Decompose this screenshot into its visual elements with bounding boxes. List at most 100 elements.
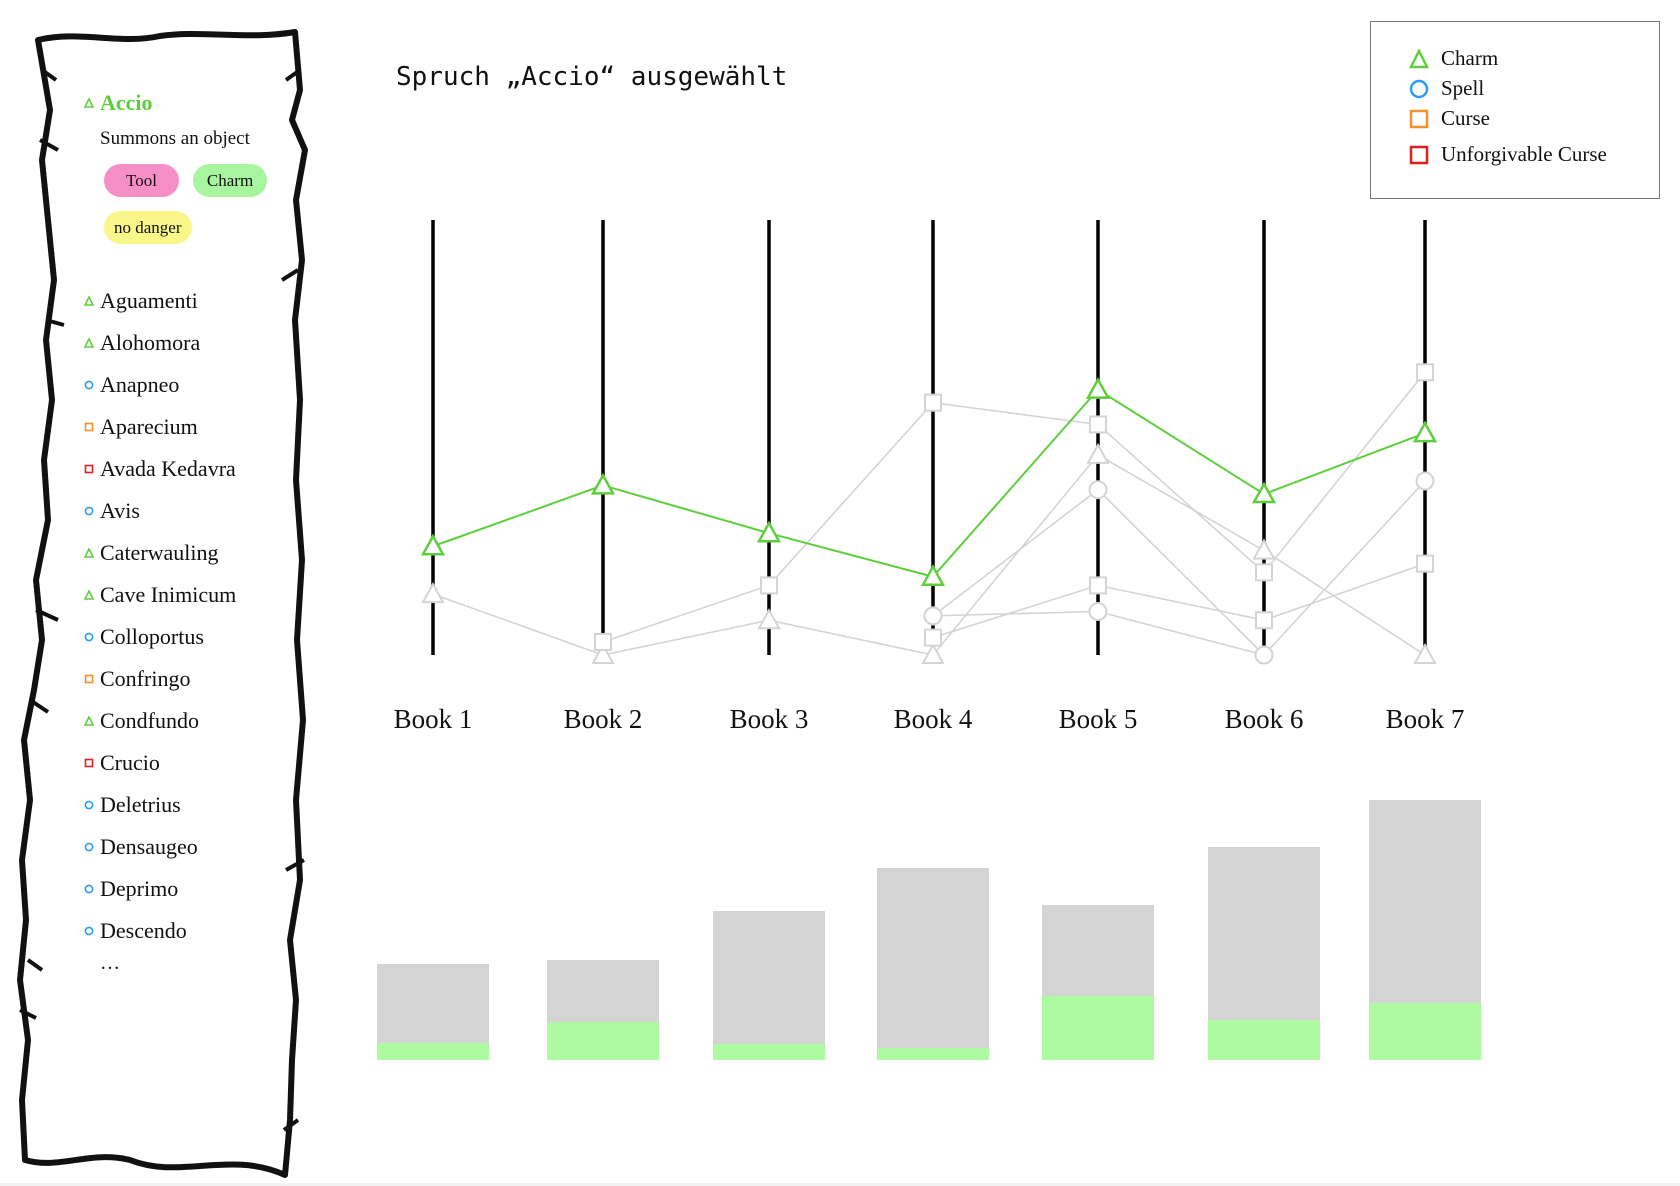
- charm-triangle-icon: [84, 296, 94, 306]
- selected-spell-name: Accio: [100, 90, 153, 115]
- spell-list-item-label: Densaugeo: [100, 834, 198, 859]
- data-point-triangle: [1412, 420, 1438, 443]
- unforgivable-square-icon: [84, 758, 94, 768]
- spell-list-item[interactable]: Cave Inimicum: [84, 574, 344, 616]
- bar-segment-other: [1369, 800, 1481, 1003]
- bar-segment-other: [547, 960, 659, 1022]
- charm-triangle-icon: [84, 338, 94, 348]
- bar-segment-highlighted: [1208, 1020, 1320, 1060]
- data-point-square: [1416, 363, 1434, 382]
- axis-label: Book 3: [730, 704, 809, 734]
- data-point-square: [1255, 611, 1273, 630]
- data-point-triangle: [1085, 377, 1111, 399]
- spell-circle-icon: [84, 842, 94, 852]
- bar-segment-highlighted: [1042, 996, 1154, 1060]
- data-point-triangle: [757, 608, 781, 630]
- axis-label: Book 2: [564, 704, 643, 734]
- spell-list-item[interactable]: Avada Kedavra: [84, 448, 344, 490]
- spell-list-item-label: Caterwauling: [100, 540, 219, 565]
- curse-square-icon: [84, 674, 94, 684]
- data-point-triangle: [756, 520, 782, 543]
- spell-list-item[interactable]: Aguamenti: [84, 280, 344, 322]
- spell-list-item[interactable]: Crucio: [84, 742, 344, 784]
- data-point-circle: [923, 606, 943, 626]
- spell-list-item-label: Avada Kedavra: [100, 456, 236, 481]
- bar-segment-other: [877, 868, 989, 1048]
- unforgivable-square-icon: [84, 464, 94, 474]
- series-line: [602, 371, 1426, 643]
- selection-status-text: Spruch „Accio“ ausgewählt: [396, 62, 788, 92]
- data-point-square: [1089, 576, 1107, 595]
- spell-list-item-label: Aguamenti: [100, 288, 198, 313]
- tag-charm: Charm: [192, 164, 268, 197]
- data-point-triangle: [921, 642, 945, 664]
- bar-segment-highlighted: [1369, 1003, 1481, 1060]
- selected-spell-title[interactable]: Accio: [84, 88, 344, 118]
- data-point-triangle: [1413, 642, 1437, 664]
- spell-list-item[interactable]: Anapneo: [84, 364, 344, 406]
- bar-segment-other: [1042, 905, 1154, 996]
- series-line: [932, 562, 1426, 639]
- spell-list-item-label: Descendo: [100, 918, 187, 943]
- data-point-triangle: [1251, 481, 1277, 504]
- spell-list-item[interactable]: Condfundo: [84, 700, 344, 742]
- data-point-circle: [1254, 645, 1274, 665]
- spell-list-item[interactable]: Descendo: [84, 910, 344, 952]
- spell-circle-icon: [84, 506, 94, 516]
- spell-circle-icon: [84, 632, 94, 642]
- spell-list-item-label: Deletrius: [100, 792, 181, 817]
- axis-label: Book 5: [1059, 704, 1138, 734]
- data-point-square: [924, 628, 942, 647]
- data-point-square: [594, 632, 612, 651]
- charm-triangle-icon: [84, 590, 94, 600]
- bar-segment-highlighted: [547, 1022, 659, 1060]
- spell-list-item[interactable]: Alohomora: [84, 322, 344, 364]
- unforgivable-square-icon: [1409, 145, 1429, 164]
- data-point-square: [760, 576, 778, 595]
- data-point-circle: [1088, 480, 1108, 500]
- spell-circle-icon: [84, 380, 94, 390]
- spell-list-item-label: Cave Inimicum: [100, 582, 237, 607]
- selected-spell-tags: Tool Charm no danger: [104, 164, 294, 244]
- spell-list-item-label: Aparecium: [100, 414, 198, 439]
- charm-triangle-icon: [84, 98, 94, 108]
- tag-no-danger: no danger: [104, 211, 192, 244]
- data-point-square: [1089, 415, 1107, 434]
- spell-list-item[interactable]: Caterwauling: [84, 532, 344, 574]
- legend-label-unforgivable: Unforgivable Curse: [1441, 142, 1607, 166]
- data-point-triangle: [591, 642, 615, 664]
- spell-list-item[interactable]: Deletrius: [84, 784, 344, 826]
- data-point-triangle: [590, 472, 616, 495]
- data-point-square: [1255, 563, 1273, 582]
- charm-triangle-icon: [84, 548, 94, 558]
- legend-item-spell: Spell: [1409, 76, 1484, 101]
- data-point-circle: [1415, 471, 1435, 491]
- spell-list-item-label: Anapneo: [100, 372, 180, 397]
- charm-triangle-icon: [84, 716, 94, 726]
- spell-list-item[interactable]: Deprimo: [84, 868, 344, 910]
- legend-label-charm: Charm: [1441, 46, 1499, 70]
- tag-tool: Tool: [104, 164, 179, 197]
- spell-list-item[interactable]: Aparecium: [84, 406, 344, 448]
- bar-segment-other: [1208, 847, 1320, 1020]
- spell-list-item-label: Avis: [100, 498, 140, 523]
- spell-sidebar: Accio Summons an object Tool Charm no da…: [84, 88, 344, 982]
- curse-square-icon: [84, 422, 94, 432]
- spell-list-item[interactable]: Confringo: [84, 658, 344, 700]
- legend-item-curse: Curse: [1409, 106, 1490, 131]
- curse-square-icon: [1409, 109, 1429, 128]
- spell-list-item-label: Alohomora: [100, 330, 201, 355]
- spell-list-item[interactable]: Avis: [84, 490, 344, 532]
- spell-list-item-label: Colloportus: [100, 624, 204, 649]
- axis-label: Book 7: [1386, 704, 1465, 734]
- spell-circle-icon: [84, 800, 94, 810]
- legend-item-charm: Charm: [1409, 46, 1498, 71]
- axis-label: Book 6: [1225, 704, 1304, 734]
- series-line: [932, 480, 1426, 657]
- list-more-indicator: …: [100, 952, 120, 974]
- spell-list-item[interactable]: Densaugeo: [84, 826, 344, 868]
- spell-list-item[interactable]: Colloportus: [84, 616, 344, 658]
- data-point-triangle: [920, 564, 946, 586]
- spell-circle-icon: [84, 884, 94, 894]
